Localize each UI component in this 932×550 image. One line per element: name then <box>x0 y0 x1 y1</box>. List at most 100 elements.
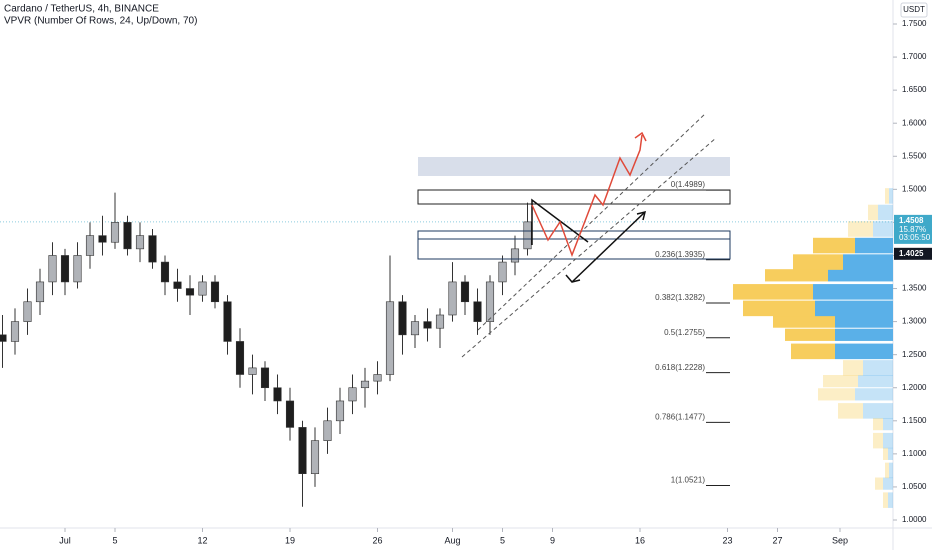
last-price-label: 1.4508 <box>899 216 924 225</box>
channel <box>477 112 707 331</box>
y-tick-label: 1.1500 <box>902 416 927 425</box>
candle-body <box>173 281 182 289</box>
y-tick-label: 1.6000 <box>902 118 927 127</box>
candle-body <box>0 334 7 342</box>
vpvr-down <box>885 462 889 479</box>
vpvr-down <box>765 269 828 282</box>
vpvr-down <box>791 343 835 360</box>
countdown-label: 03:05:50 <box>899 233 931 242</box>
vpvr-down <box>743 300 815 317</box>
y-tick-label: 1.6500 <box>902 85 927 94</box>
candle-body <box>110 222 120 243</box>
fib-label: 0.236(1.3935) <box>655 250 705 259</box>
candle-body <box>10 321 20 342</box>
candle-body <box>135 235 145 250</box>
last-price-tag <box>894 214 932 244</box>
y-tick-label: 1.5500 <box>902 151 927 160</box>
x-tick-label: 26 <box>372 535 382 545</box>
y-tick-label: 1.1000 <box>902 449 927 458</box>
candle-body <box>323 420 332 441</box>
projection-head <box>634 131 647 142</box>
fib-label: 0.618(1.2228) <box>655 363 705 372</box>
candle-body <box>60 255 70 283</box>
candle-body <box>148 235 157 263</box>
indicator-label: VPVR (Number Of Rows, 24, Up/Down, 70) <box>4 16 197 27</box>
y-tick-label: 1.3500 <box>902 284 927 293</box>
candle-body <box>73 255 82 283</box>
vpvr-up <box>883 417 893 431</box>
candle-body <box>523 221 532 250</box>
vpvr-up <box>883 477 893 490</box>
currency-box <box>900 2 928 18</box>
candle-body <box>285 400 295 428</box>
vpvr-down <box>875 477 883 490</box>
x-tick-label: 19 <box>285 535 295 545</box>
x-tick-label: 5 <box>112 535 117 545</box>
candle-body <box>223 301 232 342</box>
box <box>417 189 731 205</box>
marker-label: 1.4025 <box>899 249 924 258</box>
vpvr-up <box>889 462 893 479</box>
vpvr-up <box>855 237 893 254</box>
candle-body <box>373 374 382 382</box>
y-tick-label: 1.2000 <box>902 383 927 392</box>
vpvr-up <box>835 328 893 341</box>
candle-body <box>198 281 207 296</box>
x-tick-label: 9 <box>550 535 555 545</box>
vpvr-down <box>868 204 878 221</box>
vpvr-up <box>828 269 893 282</box>
candle-body <box>210 281 220 303</box>
fib-label: 0.5(1.2755) <box>664 328 705 337</box>
x-tick-label: 23 <box>722 535 732 545</box>
vpvr-up <box>863 403 893 419</box>
x-tick-label: Sep <box>832 535 848 545</box>
candle-body <box>498 261 507 283</box>
candle-body <box>310 440 320 475</box>
vpvr-down <box>873 417 883 431</box>
vpvr-up <box>878 204 893 221</box>
x-tick-label: 5 <box>500 535 505 545</box>
projection <box>531 134 643 258</box>
triangle <box>531 198 589 245</box>
candle-body <box>185 288 195 296</box>
candle-body <box>248 367 257 375</box>
vpvr-up <box>813 284 893 300</box>
y-tick-label: 1.3000 <box>902 317 927 326</box>
vpvr-up <box>843 254 893 270</box>
fib-label: 0.786(1.1477) <box>655 412 705 421</box>
candle-body <box>485 281 495 322</box>
vpvr-up <box>815 300 893 317</box>
vpvr-down <box>885 188 889 204</box>
vpvr-up <box>863 360 893 376</box>
y-tick-label: 1.7000 <box>902 52 927 61</box>
candle-body <box>360 380 370 389</box>
vpvr-up <box>835 315 893 328</box>
candle-body <box>410 321 420 336</box>
fib-label: 0.382(1.3282) <box>655 293 705 302</box>
vpvr-up <box>858 375 893 388</box>
arrow <box>571 211 646 283</box>
vpvr-down <box>773 315 835 328</box>
vpvr-down <box>818 388 855 401</box>
vpvr-down <box>838 403 863 419</box>
arrow-head <box>636 210 647 221</box>
candle-body <box>123 222 132 250</box>
candle-body <box>98 235 107 243</box>
x-tick-label: 27 <box>772 535 782 545</box>
vpvr-down <box>883 492 888 508</box>
change-label: 15.87% <box>899 225 926 234</box>
vpvr-up <box>889 188 893 204</box>
candle-body <box>448 281 457 316</box>
candle-body <box>510 248 520 263</box>
vpvr-up <box>873 221 893 237</box>
marker-tag <box>894 247 932 260</box>
vpvr-up <box>835 343 893 360</box>
candle-body <box>260 367 270 389</box>
candle-body <box>460 281 470 303</box>
x-tick-label: 16 <box>635 535 645 545</box>
vpvr-up <box>888 492 893 508</box>
candle-body <box>423 321 432 329</box>
candle-body <box>348 387 357 402</box>
candle-body <box>473 301 482 322</box>
arrow-head <box>565 274 581 283</box>
